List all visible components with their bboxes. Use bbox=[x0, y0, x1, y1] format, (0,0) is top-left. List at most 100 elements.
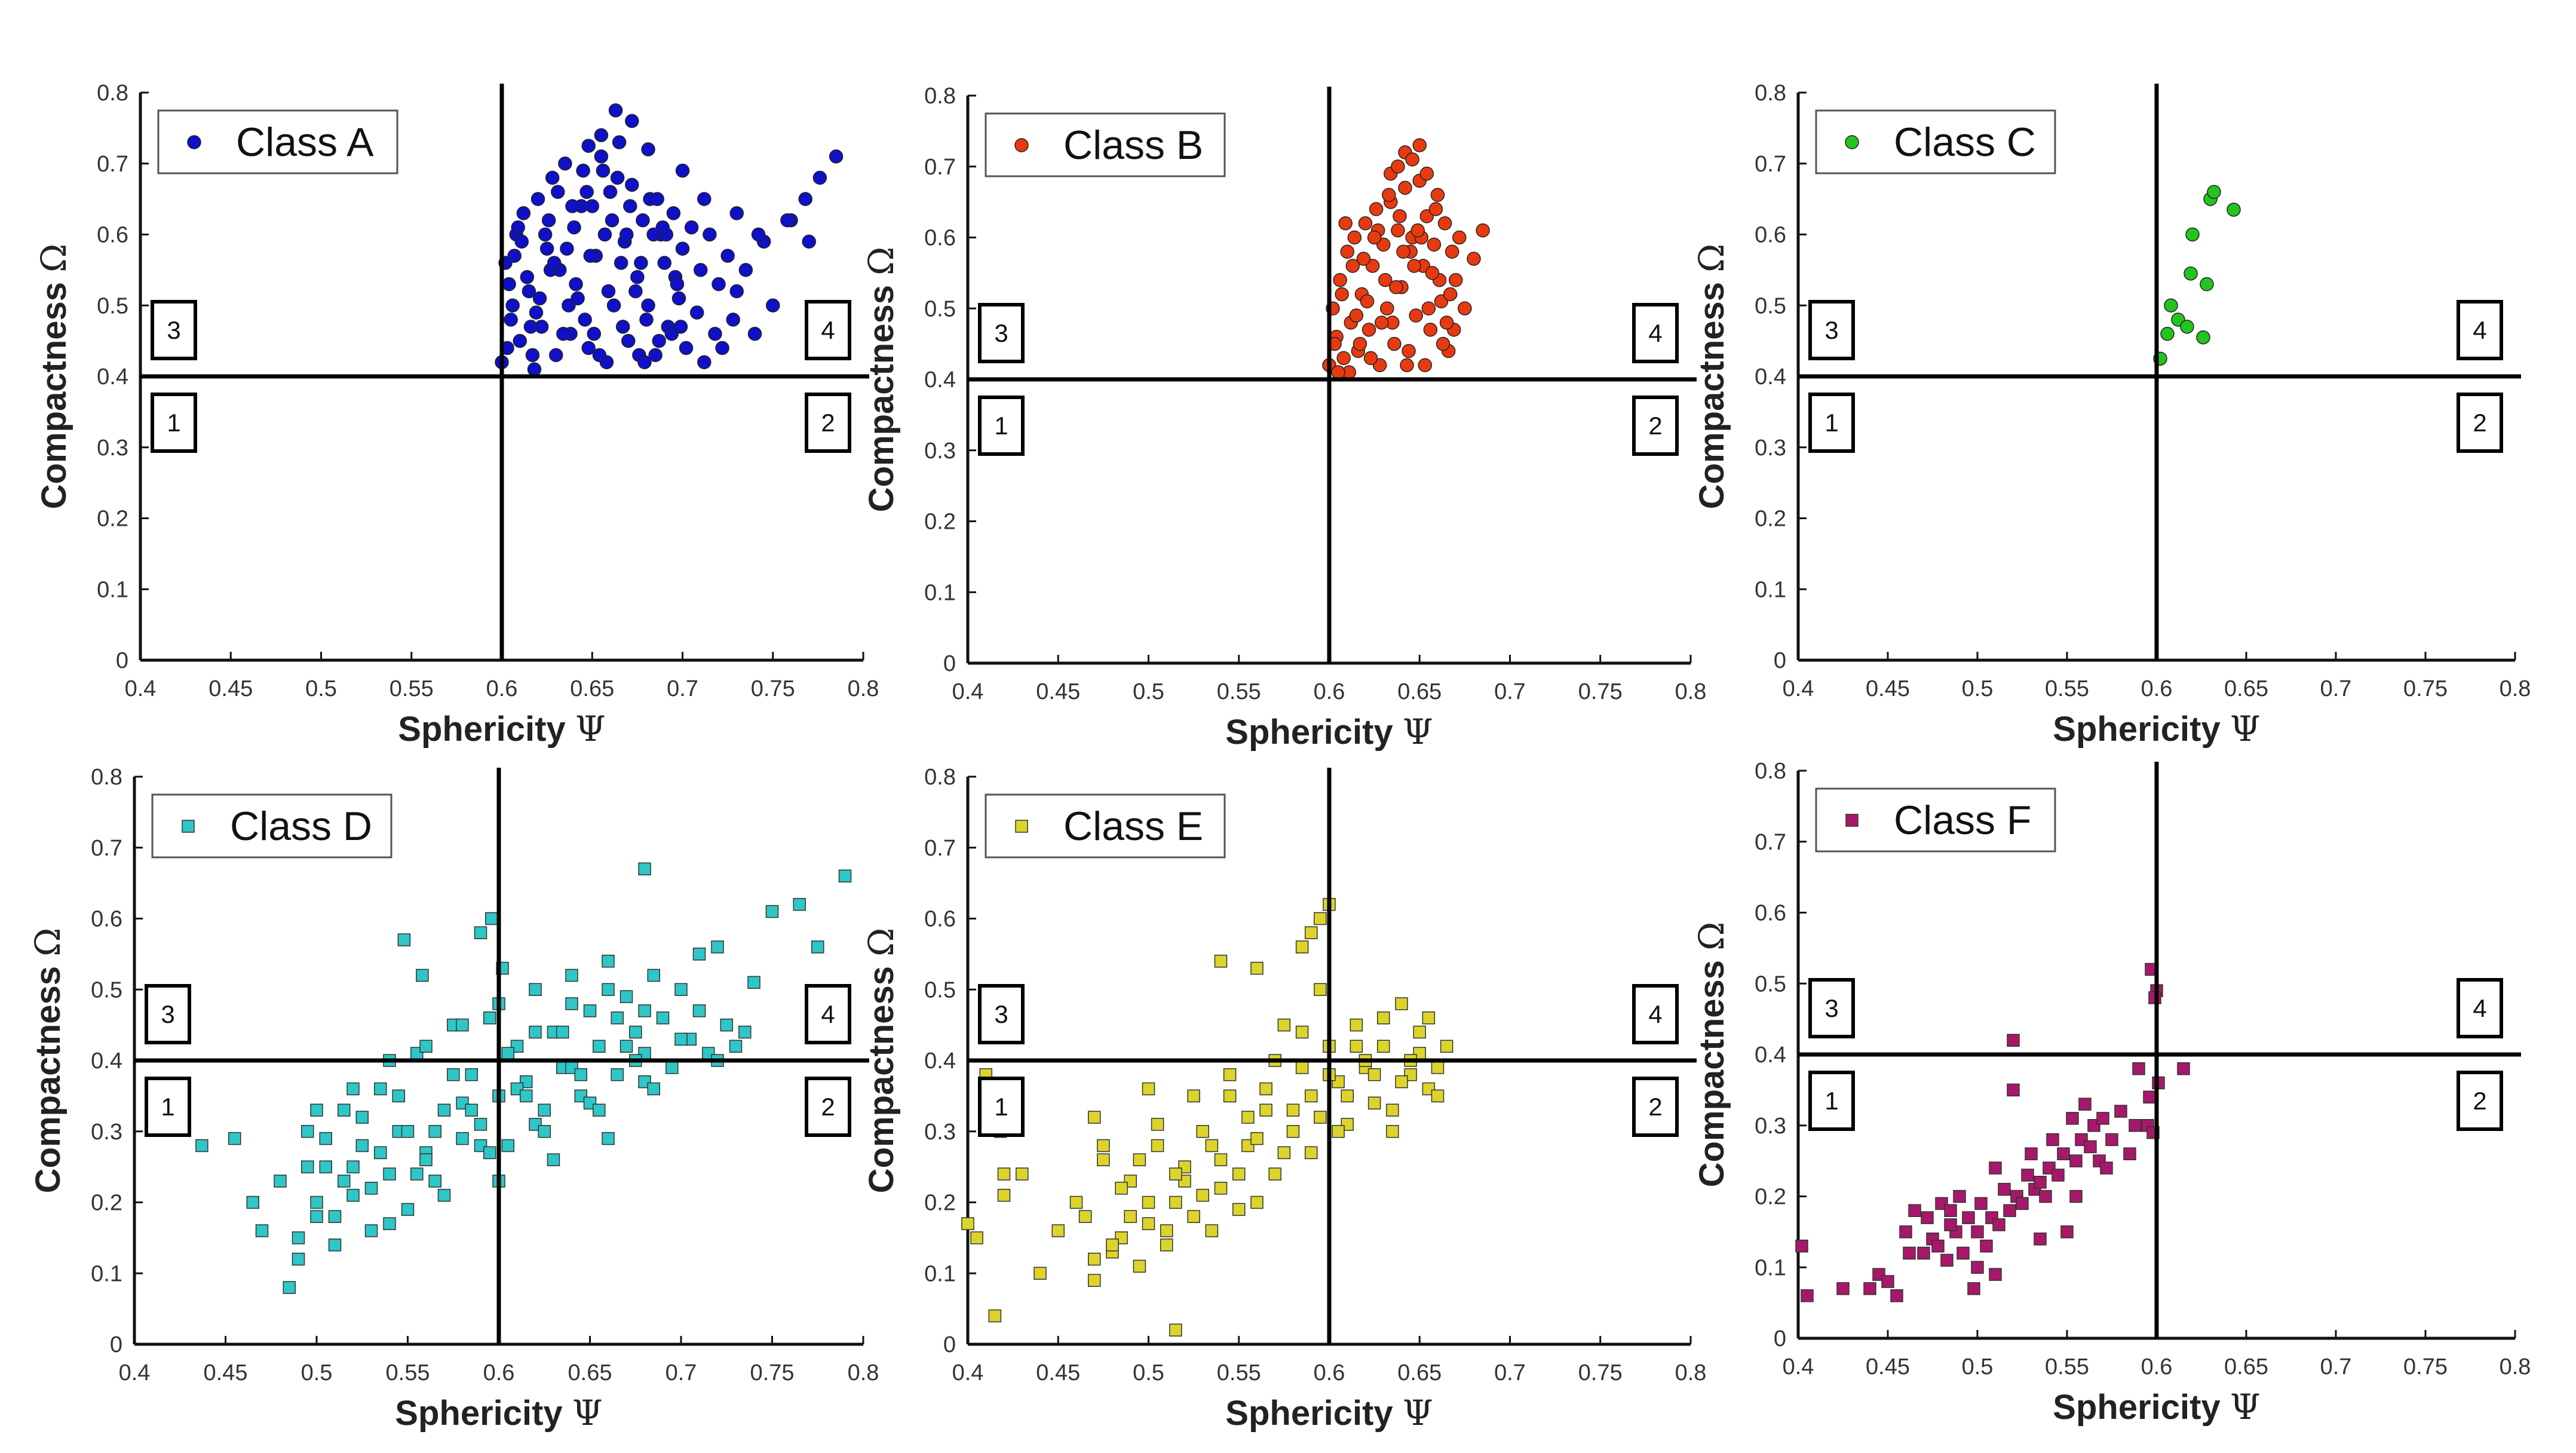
data-point bbox=[1277, 1018, 1291, 1032]
quadrant-box bbox=[805, 984, 851, 1044]
data-point bbox=[1795, 1239, 1808, 1253]
data-point bbox=[1259, 1103, 1272, 1117]
data-point bbox=[1295, 1061, 1309, 1074]
data-point bbox=[560, 241, 574, 256]
data-point bbox=[1314, 912, 1327, 925]
data-point bbox=[549, 348, 563, 363]
data-point bbox=[720, 249, 735, 263]
x-tick-label: 0.75 bbox=[1578, 1360, 1623, 1385]
data-point bbox=[738, 1025, 752, 1039]
data-point bbox=[694, 263, 708, 277]
data-point bbox=[1124, 1210, 1137, 1223]
data-point bbox=[428, 1175, 441, 1188]
data-point bbox=[301, 1125, 314, 1138]
x-axis-label: Sphericity bbox=[1225, 713, 1403, 752]
data-point bbox=[1286, 1125, 1300, 1138]
data-point bbox=[1386, 1125, 1399, 1138]
data-point bbox=[1445, 244, 1459, 259]
data-point bbox=[374, 1082, 387, 1096]
data-point bbox=[612, 135, 627, 149]
y-tick-label: 0.8 bbox=[91, 765, 122, 790]
data-point bbox=[538, 1103, 551, 1117]
data-point bbox=[2207, 185, 2221, 199]
data-point bbox=[606, 298, 621, 312]
x-axis-title: Sphericity Ψ bbox=[1225, 1393, 1433, 1433]
data-point bbox=[562, 298, 576, 312]
data-point bbox=[697, 355, 712, 369]
data-point bbox=[838, 869, 852, 882]
data-point bbox=[1387, 336, 1402, 351]
data-point bbox=[615, 320, 630, 334]
y-tick-label: 0.3 bbox=[91, 1120, 122, 1145]
data-point bbox=[970, 1231, 983, 1244]
quadrant-box bbox=[978, 303, 1025, 363]
y-tick-label: 0 bbox=[1774, 648, 1786, 673]
y-tick-label: 0.1 bbox=[97, 577, 128, 602]
y-tick-label: 0.5 bbox=[1755, 293, 1786, 318]
x-tick-label: 0.6 bbox=[486, 676, 518, 701]
data-point bbox=[726, 312, 740, 327]
x-tick-label: 0.65 bbox=[568, 1360, 612, 1385]
legend-marker bbox=[182, 820, 195, 833]
data-point bbox=[328, 1210, 342, 1223]
data-point bbox=[401, 1203, 415, 1216]
data-point bbox=[657, 256, 671, 270]
data-point bbox=[1305, 1146, 1318, 1160]
x-tick-label: 0.75 bbox=[1578, 679, 1623, 704]
x-tick-label: 0.7 bbox=[666, 1360, 697, 1385]
data-point bbox=[195, 1139, 208, 1152]
data-point bbox=[583, 249, 597, 263]
data-point bbox=[1051, 1224, 1065, 1237]
x-tick-label: 0.7 bbox=[2320, 1354, 2352, 1380]
data-point bbox=[593, 1103, 606, 1117]
data-point bbox=[2069, 1190, 2083, 1203]
data-point bbox=[692, 948, 706, 961]
data-point bbox=[1363, 351, 1378, 366]
quadrant-box bbox=[805, 1077, 851, 1137]
data-point bbox=[620, 990, 633, 1003]
data-point bbox=[1953, 1190, 1966, 1203]
x-tick-label: 0.4 bbox=[125, 676, 157, 701]
data-point bbox=[1389, 280, 1403, 295]
data-point bbox=[2096, 1112, 2109, 1125]
data-point bbox=[1187, 1089, 1200, 1103]
data-point bbox=[1467, 252, 1481, 266]
data-point bbox=[1428, 202, 1443, 216]
x-axis-symbol: Ψ bbox=[575, 709, 606, 749]
data-point bbox=[602, 955, 615, 968]
data-point bbox=[483, 1146, 496, 1160]
data-point bbox=[1335, 287, 1349, 302]
data-point bbox=[1801, 1289, 1814, 1302]
data-point bbox=[310, 1210, 323, 1223]
data-point bbox=[679, 341, 694, 355]
data-point bbox=[1268, 1167, 1281, 1181]
data-point bbox=[583, 1004, 597, 1017]
data-point bbox=[547, 256, 562, 270]
quadrant-label: 2 bbox=[2473, 1087, 2486, 1115]
quadrant-box bbox=[805, 300, 851, 360]
x-axis-label: Sphericity bbox=[1225, 1394, 1403, 1433]
legend-label: Class D bbox=[230, 804, 372, 849]
data-point bbox=[474, 1118, 487, 1131]
data-point bbox=[1881, 1275, 1894, 1288]
data-point bbox=[1903, 1246, 1916, 1260]
data-point bbox=[2100, 1161, 2113, 1175]
data-point bbox=[1400, 358, 1414, 372]
x-tick-label: 0.6 bbox=[2141, 1354, 2173, 1380]
data-point bbox=[310, 1195, 323, 1209]
x-tick-label: 0.6 bbox=[1314, 1360, 1345, 1385]
x-tick-label: 0.45 bbox=[204, 1360, 248, 1385]
data-point bbox=[961, 1217, 974, 1230]
data-point bbox=[1899, 1225, 1912, 1239]
data-point bbox=[355, 1139, 369, 1152]
x-axis-symbol: Ψ bbox=[2230, 1387, 2261, 1427]
data-point bbox=[1452, 230, 1467, 245]
quadrant-box bbox=[2457, 1071, 2503, 1131]
data-point bbox=[1214, 955, 1228, 968]
x-tick-label: 0.6 bbox=[2141, 676, 2173, 701]
y-axis-title: Compactness Ω bbox=[861, 247, 901, 513]
data-point bbox=[529, 983, 542, 996]
data-point bbox=[1341, 1089, 1354, 1103]
x-tick-label: 0.75 bbox=[2403, 676, 2448, 701]
quadrant-box bbox=[1808, 978, 1855, 1038]
